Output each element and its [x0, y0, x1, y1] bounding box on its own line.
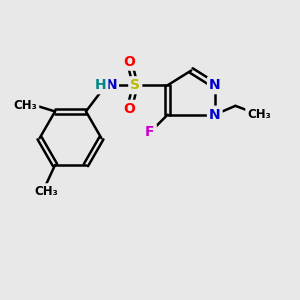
Text: H: H: [95, 78, 106, 92]
Text: N: N: [105, 78, 117, 92]
Text: O: O: [124, 102, 135, 116]
Text: F: F: [145, 125, 155, 139]
Text: S: S: [130, 78, 140, 92]
Text: CH₃: CH₃: [247, 108, 271, 121]
Text: O: O: [124, 55, 135, 69]
Text: CH₃: CH₃: [14, 99, 38, 112]
Text: N: N: [209, 78, 220, 92]
Text: N: N: [209, 108, 220, 122]
Text: CH₃: CH₃: [34, 185, 58, 198]
